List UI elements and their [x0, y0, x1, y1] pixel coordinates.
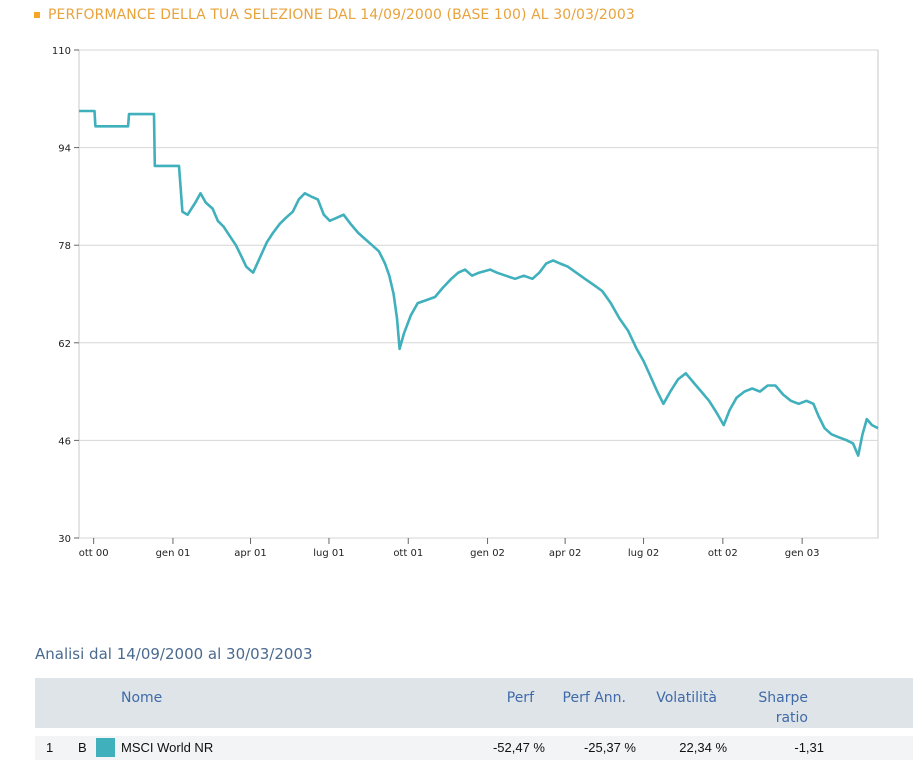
- row-perf: -52,47 %: [492, 740, 545, 755]
- header-perf[interactable]: Perf: [506, 690, 534, 706]
- header-sharpe-line2: ratio: [775, 710, 808, 726]
- table-row[interactable]: 1 B MSCI World NR -52,47 % -25,37 % 22,3…: [35, 736, 913, 760]
- row-name[interactable]: MSCI World NR: [121, 740, 214, 755]
- y-tick-label: 78: [58, 241, 71, 252]
- plot-area: [78, 49, 879, 539]
- x-tick-label: ott 02: [708, 548, 738, 559]
- row-perf-ann: -25,37 %: [583, 740, 636, 755]
- y-tick-label: 94: [58, 144, 71, 155]
- row-code: B: [78, 740, 87, 755]
- title-bullet-icon: [34, 12, 40, 18]
- x-tick-label: ott 01: [393, 548, 423, 559]
- y-tick-label: 30: [58, 534, 71, 545]
- performance-chart: 110 94 78 62 46 30 ott 00 gen 01 apr 01 lug 01 ott…: [52, 46, 879, 559]
- y-tick-label: 110: [52, 46, 71, 57]
- header-sharpe-ratio[interactable]: Sharpe ratio: [758, 688, 808, 728]
- series-line: [79, 109, 879, 457]
- y-tick-label: 46: [58, 436, 71, 447]
- analysis-title: Analisi dal 14/09/2000 al 30/03/2003: [35, 645, 313, 663]
- chart-title: PERFORMANCE DELLA TUA SELEZIONE DAL 14/0…: [34, 7, 635, 23]
- x-tick-label: apr 01: [234, 548, 267, 559]
- header-sharpe-line1: Sharpe: [758, 690, 808, 706]
- x-tick-label: ott 00: [79, 548, 109, 559]
- x-tick-label: lug 02: [628, 548, 659, 559]
- header-perf-ann[interactable]: Perf Ann.: [562, 690, 626, 706]
- row-sharpe: -1,31: [794, 740, 824, 755]
- row-volatilita: 22,34 %: [679, 740, 727, 755]
- x-tick-label: apr 02: [549, 548, 582, 559]
- header-nome[interactable]: Nome: [121, 690, 163, 706]
- chart-title-text: PERFORMANCE DELLA TUA SELEZIONE DAL 14/0…: [48, 7, 635, 23]
- x-tick-label: gen 01: [156, 548, 191, 559]
- header-volatilita[interactable]: Volatilità: [656, 690, 717, 706]
- x-tick-label: gen 02: [470, 548, 505, 559]
- x-tick-label: lug 01: [313, 548, 344, 559]
- series-color-swatch: [96, 738, 115, 757]
- y-tick-label: 62: [58, 339, 71, 350]
- row-index: 1: [46, 740, 54, 755]
- table-header: Nome Perf Perf Ann. Volatilità Sharpe ra…: [35, 678, 913, 728]
- x-tick-label: gen 03: [785, 548, 820, 559]
